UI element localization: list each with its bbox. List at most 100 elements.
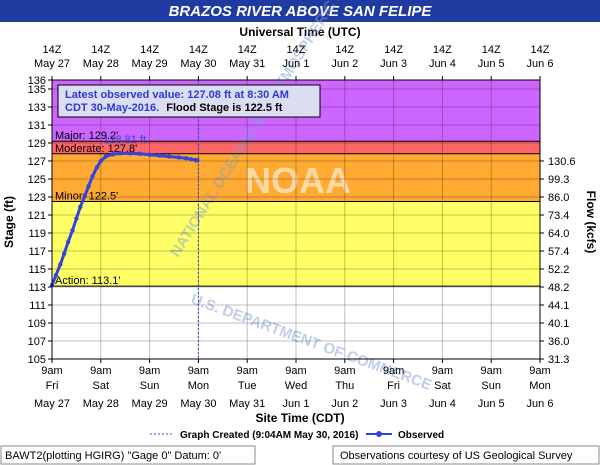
y2-tick-label: 57.4 (548, 246, 569, 258)
y2-tick-label: 86.0 (548, 192, 569, 204)
bottom-tick-date: Jun 4 (429, 398, 456, 410)
top-tick-date: May 30 (180, 58, 216, 70)
band-action (52, 201, 540, 287)
bottom-tick-date: Jun 6 (527, 398, 554, 410)
info-line1: Latest observed value: 127.08 ft at 8:30… (65, 89, 289, 101)
band-minor (52, 153, 540, 202)
y-tick-label: 111 (29, 300, 46, 312)
bottom-tick-time: 9am (529, 365, 550, 377)
y2-tick-label: 31.3 (548, 354, 569, 366)
y-tick-label: 135 (28, 84, 46, 96)
y2-tick-label: 73.4 (548, 210, 569, 222)
observed-point (103, 154, 108, 159)
footer-right: Observations courtesy of US Geological S… (340, 450, 573, 462)
y-tick-label: 123 (28, 192, 46, 204)
svg-text:CDT 30-May-2016. Flood S: CDT 30-May-2016. Flood Stage is 122.5 ft (65, 102, 283, 114)
top-tick-hour: 14Z (531, 44, 550, 56)
y-tick-label: 119 (28, 228, 46, 240)
observed-point (176, 155, 182, 160)
observed-point (166, 154, 172, 159)
top-tick-hour: 14Z (335, 44, 354, 56)
bottom-tick-time: 9am (432, 365, 453, 377)
top-tick-date: May 29 (132, 58, 168, 70)
bottom-tick-time: 9am (139, 365, 160, 377)
bottom-tick-day: Thu (335, 380, 354, 392)
bottom-tick-date: Jun 3 (380, 398, 407, 410)
watermark-bottom-text: U.S. DEPARTMENT OF COMMERCE (189, 291, 434, 394)
bottom-tick-day: Wed (285, 380, 307, 392)
footer-right-box (332, 445, 600, 465)
chart-title: BRAZOS RIVER ABOVE SAN FELIPE (169, 3, 433, 20)
top-tick-hour: 14Z (43, 44, 62, 56)
bottom-tick-day: Sat (93, 380, 110, 392)
observed-point (82, 193, 87, 199)
bottom-tick-time: 9am (236, 365, 257, 377)
watermark-noaa: NOAA (245, 160, 351, 201)
legend-graph-created: Graph Created (9:04AM May 30, 2016) (180, 430, 358, 441)
top-tick-date: Jun 4 (429, 58, 456, 70)
bottom-tick-day: Tue (238, 380, 257, 392)
band-label-action: Action: 113.1' (55, 275, 121, 287)
top-tick-hour: 14Z (433, 44, 452, 56)
observed-point (74, 216, 79, 221)
top-tick-date: Jun 1 (283, 58, 310, 70)
band-label-moderate: Moderate: 127.8' (55, 143, 137, 155)
y2-tick-label: 64.0 (548, 228, 569, 240)
y2-tick-label: 48.2 (548, 282, 569, 294)
y-tick-label: 121 (28, 210, 46, 222)
observed-point (137, 151, 143, 156)
bottom-tick-date: May 27 (34, 398, 70, 410)
top-tick-hour: 14Z (238, 44, 257, 56)
top-tick-date: Jun 5 (478, 58, 505, 70)
observed-point (65, 239, 71, 245)
top-tick-date: May 31 (229, 58, 265, 70)
top-tick-date: Jun 6 (527, 58, 554, 70)
bottom-tick-time: 9am (285, 365, 306, 377)
info-line2a: CDT 30-May-2016. (65, 102, 159, 114)
top-tick-hour: 14Z (384, 44, 403, 56)
top-tick-hour: 14Z (189, 44, 208, 56)
info-box-frame (57, 84, 321, 118)
bottom-tick-time: 9am (90, 365, 111, 377)
y-tick-label: 129 (28, 138, 46, 150)
y-tick-label: 109 (28, 318, 46, 330)
bottom-tick-time: 9am (480, 365, 501, 377)
bottom-tick-day: Sun (140, 380, 160, 392)
axes: 105 107 109 111 113 115 117 119 121 123 125 127 129 1… (28, 44, 576, 410)
bottom-tick-day: Sun (481, 380, 501, 392)
observed-point (90, 174, 95, 179)
top-tick-date: Jun 3 (380, 58, 407, 70)
bottom-tick-time: 9am (334, 365, 355, 377)
observed-series: 128.81 ft (49, 134, 200, 288)
bottom-axis-title: Site Time (CDT) (255, 411, 344, 425)
observed-point (147, 152, 152, 157)
y-tick-label: 113 (28, 282, 46, 294)
y2-tick-label: 44.1 (548, 300, 569, 312)
y2-axis-title: Flow (kcfs) (584, 191, 598, 254)
observed-point (118, 151, 123, 156)
top-tick-date: May 28 (83, 58, 119, 70)
observed-point (157, 153, 162, 158)
top-tick-date: May 27 (34, 58, 70, 70)
y-tick-label: 115 (28, 264, 46, 276)
observed-point (127, 151, 133, 156)
top-tick-hour: 14Z (140, 44, 159, 56)
y2-tick-label: 130.6 (548, 156, 576, 168)
top-tick-date: Jun 2 (331, 58, 358, 70)
y-tick-label: 133 (28, 102, 46, 114)
observed-point (110, 152, 116, 157)
y-tick-label: 117 (28, 246, 46, 258)
y2-tick-label: 36.0 (548, 336, 569, 348)
bottom-tick-date: Jun 1 (283, 398, 310, 410)
bottom-tick-day: Sat (434, 380, 451, 392)
observed-point (70, 228, 75, 233)
observed-point (98, 158, 104, 164)
observed-point (86, 184, 91, 189)
y-tick-label: 105 (28, 354, 46, 366)
bottom-tick-time: 9am (383, 365, 404, 377)
legend-observed: Observed (398, 430, 444, 441)
latest-observation-box: Latest observed value: 127.08 ft at 8:30… (57, 84, 321, 118)
top-axis-title: Universal Time (UTC) (239, 25, 360, 39)
